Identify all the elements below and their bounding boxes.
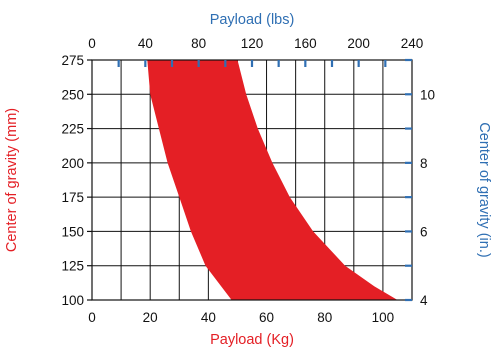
x-tick-label: 80	[317, 310, 332, 325]
x-axis-title: Payload (Kg)	[210, 332, 294, 348]
y-tick-label: 125	[61, 259, 84, 274]
y-tick-label: 175	[61, 190, 84, 205]
y-tick-label: 200	[61, 156, 84, 171]
x2-tick-label: 160	[294, 36, 317, 51]
tick-marks	[87, 58, 412, 302]
x2-tick-label: 80	[191, 36, 206, 51]
y-tick-label: 100	[61, 293, 84, 308]
y2-tick-label: 10	[420, 87, 435, 102]
x-tick-label: 100	[372, 310, 395, 325]
x2-tick-label: 0	[88, 36, 96, 51]
right-axis-title: Center of gravity (in.)	[476, 122, 492, 257]
y-tick-label: 225	[61, 122, 84, 137]
x2-tick-label: 40	[138, 36, 153, 51]
x2-tick-label: 120	[241, 36, 264, 51]
y2-tick-label: 8	[420, 156, 428, 171]
x-tick-label: 0	[88, 310, 96, 325]
y-tick-label: 250	[61, 87, 84, 102]
y-axis-title: Center of gravity (mm)	[4, 108, 20, 252]
y-tick-label: 150	[61, 224, 84, 239]
allowed-payload-region	[147, 60, 398, 300]
y2-tick-label: 4	[420, 293, 428, 308]
x2-tick-label: 200	[347, 36, 370, 51]
x2-tick-label: 240	[401, 36, 424, 51]
y-tick-label: 275	[61, 53, 84, 68]
top-axis-title: Payload (lbs)	[210, 12, 295, 28]
x-tick-label: 40	[201, 310, 216, 325]
tick-labels: 0 20 40 60 80 100 100 125 150 175 200 225 250 275 0 40 8…	[61, 36, 435, 325]
y2-tick-label: 6	[420, 224, 428, 239]
x-tick-label: 60	[259, 310, 274, 325]
x-tick-label: 20	[143, 310, 158, 325]
